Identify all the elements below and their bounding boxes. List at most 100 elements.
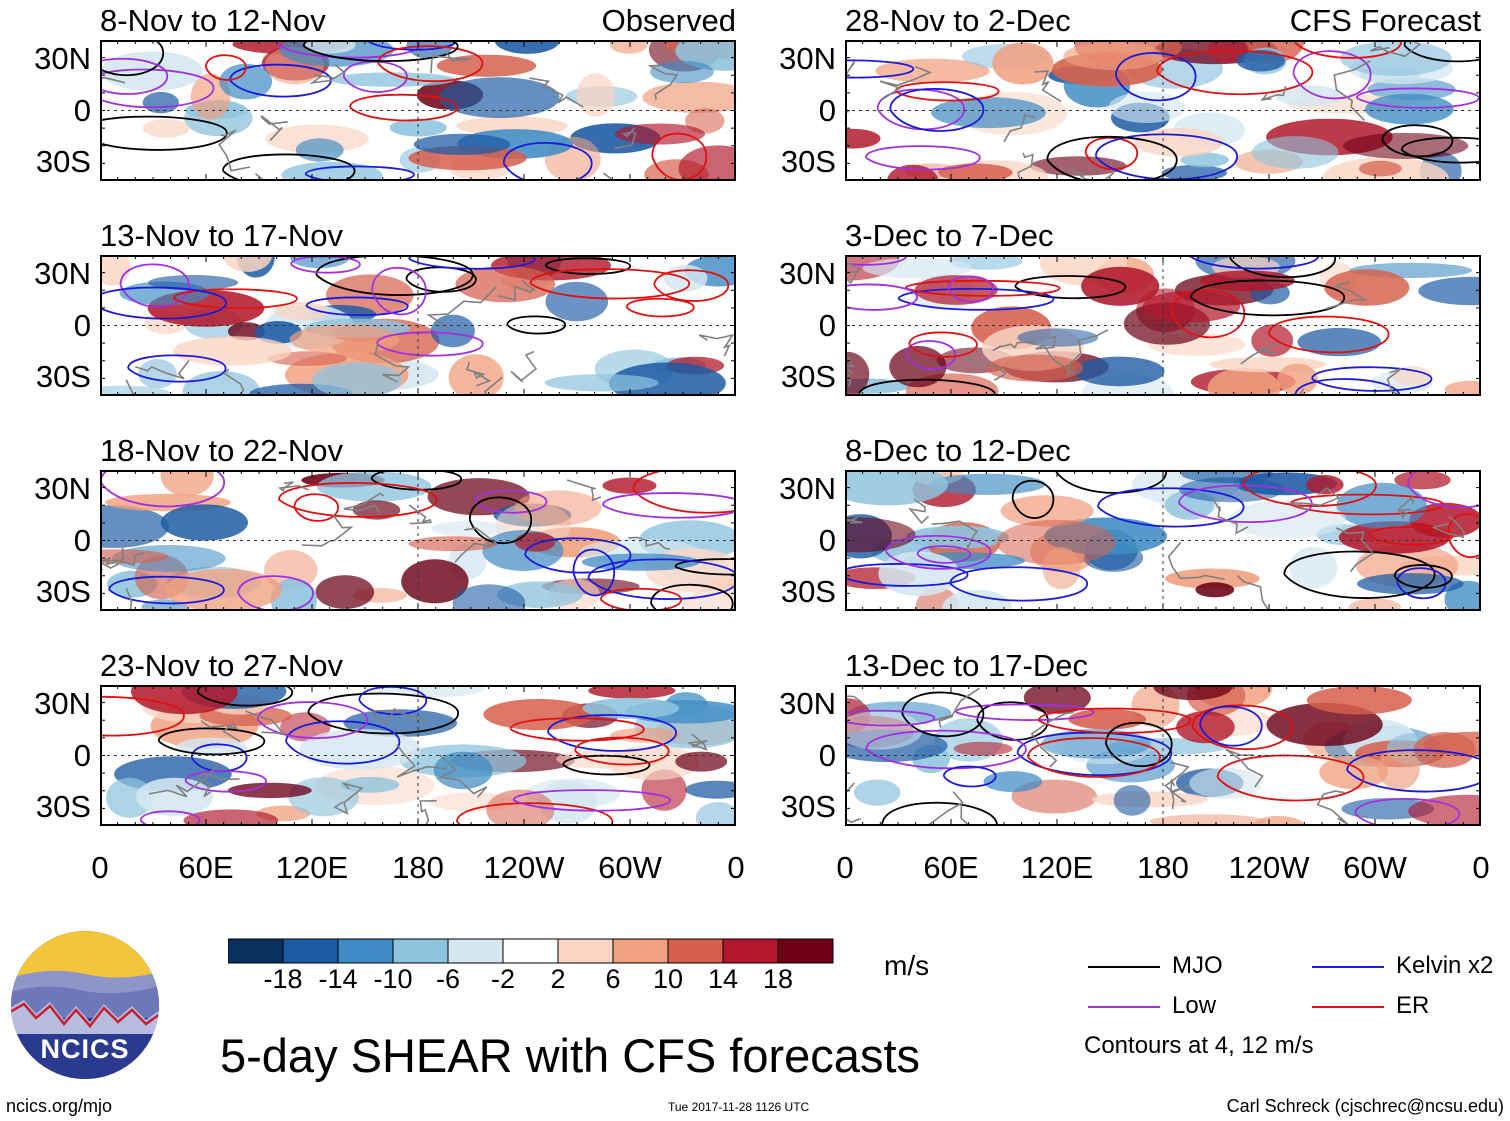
coastline xyxy=(1225,748,1264,788)
contour-line xyxy=(901,691,985,738)
coastline xyxy=(497,279,536,301)
contour-line xyxy=(377,45,484,83)
shear-anomaly-blob xyxy=(1336,482,1427,529)
contour-line xyxy=(108,575,225,605)
y-tick-label: 30N xyxy=(34,40,91,76)
shear-anomaly-blob xyxy=(649,60,714,84)
contour-line xyxy=(304,165,415,181)
footer-url: ncics.org/mjo xyxy=(6,1096,113,1116)
contour-line xyxy=(190,743,248,773)
contour-line xyxy=(509,717,645,742)
legend-label: Kelvin x2 xyxy=(1396,952,1494,979)
coastline xyxy=(647,64,679,100)
contour-line xyxy=(290,255,361,274)
y-tick-label: 0 xyxy=(73,737,91,773)
contour-line xyxy=(1216,754,1365,802)
shear-anomaly-blob xyxy=(678,145,736,181)
coastline xyxy=(845,60,856,113)
shear-anomaly-blob xyxy=(545,281,609,322)
coastline xyxy=(963,355,1007,381)
coastline xyxy=(1333,60,1371,121)
coastline xyxy=(1325,280,1368,310)
contour-line xyxy=(653,269,730,302)
contour-line xyxy=(358,685,428,716)
coastline xyxy=(408,504,432,525)
contour-line xyxy=(1190,279,1346,317)
shear-anomaly-blob xyxy=(219,63,273,100)
contour-line xyxy=(237,575,314,611)
shear-anomaly-blob xyxy=(1342,132,1469,159)
y-tick-label: 0 xyxy=(73,522,91,558)
contour-line xyxy=(307,692,460,735)
x-tick-label: 0 xyxy=(836,850,854,885)
colorbar-label: 14 xyxy=(707,964,739,994)
coastline xyxy=(200,719,241,743)
map-panel xyxy=(100,255,736,396)
coastline xyxy=(845,262,862,285)
shear-anomaly-blob xyxy=(1408,794,1481,826)
y-tick-label: 30S xyxy=(780,144,836,180)
coastline xyxy=(223,368,245,396)
logo-text: NCICS xyxy=(40,1034,129,1064)
coastline xyxy=(933,687,981,728)
y-tick-label: 0 xyxy=(818,737,836,773)
shear-anomaly-blob xyxy=(1207,367,1281,396)
contour-line xyxy=(650,583,734,611)
contour-line xyxy=(1368,526,1454,546)
contour-line xyxy=(845,709,936,727)
colorbar-label: -10 xyxy=(373,964,413,994)
coastline xyxy=(245,710,286,736)
shear-anomaly-blob xyxy=(942,589,1012,611)
shear-anomaly-blob xyxy=(1418,276,1481,306)
shear-anomaly-blob xyxy=(953,741,1013,756)
coastline xyxy=(879,66,933,101)
shear-anomaly-blob xyxy=(138,359,177,389)
contour-line xyxy=(889,88,985,132)
colorbar-swatch xyxy=(228,938,284,964)
contour-line xyxy=(100,470,226,508)
shear-anomaly-blob xyxy=(1275,85,1342,107)
contour-line xyxy=(1283,550,1436,599)
y-tick-label: 30S xyxy=(35,574,91,610)
coastline xyxy=(309,64,346,84)
contour-line xyxy=(405,266,477,293)
shear-anomaly-blob xyxy=(1108,91,1186,123)
shear-anomaly-blob xyxy=(931,97,1046,129)
x-tick-label: 0 xyxy=(727,850,745,885)
contour-line xyxy=(371,266,427,316)
coastline xyxy=(374,341,411,383)
shear-anomaly-blob xyxy=(486,789,555,826)
y-tick-label: 30S xyxy=(35,789,91,825)
contour-line xyxy=(947,275,995,303)
colorbar-label: 6 xyxy=(605,964,621,994)
shear-anomaly-blob xyxy=(845,128,881,149)
shear-anomaly-blob xyxy=(101,51,203,91)
panel-frame xyxy=(845,40,1481,181)
coastline xyxy=(125,588,133,611)
colorbar-label: 10 xyxy=(652,964,684,994)
coastline xyxy=(845,782,861,824)
shear-anomaly-blob xyxy=(1377,747,1420,790)
colorbar-label: -2 xyxy=(490,964,516,994)
shear-anomaly-blob xyxy=(1042,547,1081,590)
contour-line xyxy=(1027,737,1161,778)
colorbar-label: -6 xyxy=(435,964,461,994)
shear-anomaly-blob xyxy=(1306,686,1412,715)
contour-line xyxy=(100,40,165,77)
shear-anomaly-blob xyxy=(1074,356,1165,387)
contour-line xyxy=(1311,366,1433,392)
x-tick-label: 0 xyxy=(1472,850,1490,885)
contour-line xyxy=(1292,50,1372,100)
coastline xyxy=(437,754,488,798)
y-tick-label: 30S xyxy=(780,359,836,395)
shear-anomaly-blob xyxy=(983,771,1043,793)
y-tick-label: 30N xyxy=(34,685,91,721)
shear-anomaly-blob xyxy=(1444,380,1481,396)
contour-line xyxy=(1393,564,1453,589)
shear-anomaly-blob xyxy=(1153,685,1233,701)
coastline xyxy=(992,341,1036,352)
y-tick-label: 30S xyxy=(35,359,91,395)
contour-line xyxy=(1105,721,1173,768)
shear-anomaly-blob xyxy=(685,780,736,799)
shear-anomaly-blob xyxy=(1000,495,1094,527)
